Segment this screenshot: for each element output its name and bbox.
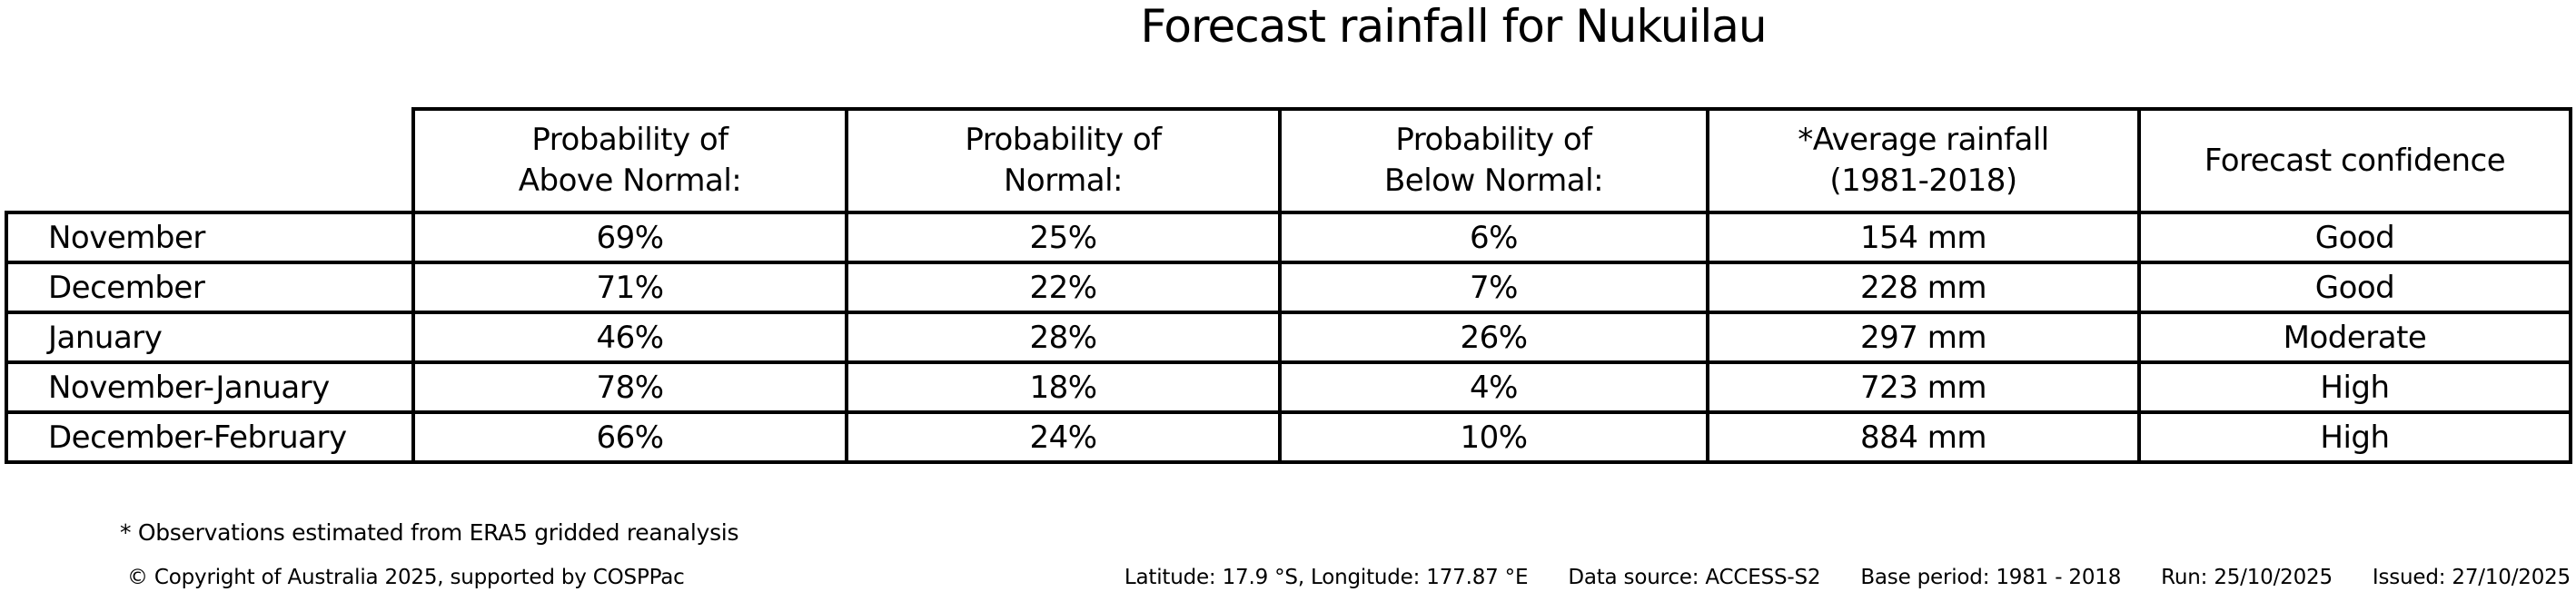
- cell-forecast-confidence: High: [2137, 410, 2572, 464]
- table-row-december: December 71% 22% 7% 228 mm Good: [5, 261, 2572, 314]
- table-row-december-february: December-February 66% 24% 10% 884 mm Hig…: [5, 410, 2572, 464]
- forecast-table: Probability of Above Normal: Probability…: [5, 107, 2572, 464]
- cell-average-rainfall: 297 mm: [1706, 311, 2141, 364]
- header-below-normal: Probability of Below Normal:: [1278, 107, 1709, 214]
- cell-normal: 24%: [845, 410, 1282, 464]
- base-period-text: Base period: 1981 - 2018: [1860, 566, 2122, 589]
- header-average-rainfall: *Average rainfall (1981-2018): [1706, 107, 2141, 214]
- header-empty-cell: [6, 109, 413, 212]
- cell-average-rainfall: 884 mm: [1706, 410, 2141, 464]
- cell-above-normal: 46%: [411, 311, 848, 364]
- cell-forecast-confidence: Good: [2137, 211, 2572, 264]
- location-text: Latitude: 17.9 °S, Longitude: 177.87 °E: [1124, 566, 1529, 589]
- header-normal: Probability of Normal:: [845, 107, 1282, 214]
- table-row-november: November 69% 25% 6% 154 mm Good: [5, 211, 2572, 264]
- cell-average-rainfall: 154 mm: [1706, 211, 2141, 264]
- cell-period: November-January: [5, 360, 415, 414]
- cell-above-normal: 69%: [411, 211, 848, 264]
- cell-above-normal: 66%: [411, 410, 848, 464]
- data-source-text: Data source: ACCESS-S2: [1568, 566, 1821, 589]
- cell-above-normal: 71%: [411, 261, 848, 314]
- cell-below-normal: 6%: [1278, 211, 1709, 264]
- table-row-november-january: November-January 78% 18% 4% 723 mm High: [5, 360, 2572, 414]
- cell-normal: 22%: [845, 261, 1282, 314]
- copyright-text: © Copyright of Australia 2025, supported…: [127, 566, 685, 589]
- cell-normal: 25%: [845, 211, 1282, 264]
- cell-period: November: [5, 211, 415, 264]
- header-above-normal: Probability of Above Normal:: [411, 107, 848, 214]
- header-forecast-confidence: Forecast confidence: [2137, 107, 2572, 214]
- table-row-january: January 46% 28% 26% 297 mm Moderate: [5, 311, 2572, 364]
- cell-normal: 18%: [845, 360, 1282, 414]
- cell-forecast-confidence: High: [2137, 360, 2572, 414]
- page-title: Forecast rainfall for Nukuilau: [1140, 0, 1767, 53]
- footer-info-line: © Copyright of Australia 2025, supported…: [127, 566, 2571, 589]
- cell-normal: 28%: [845, 311, 1282, 364]
- issued-date-text: Issued: 27/10/2025: [2372, 566, 2571, 589]
- cell-average-rainfall: 723 mm: [1706, 360, 2141, 414]
- cell-below-normal: 4%: [1278, 360, 1709, 414]
- observations-footnote: * Observations estimated from ERA5 gridd…: [120, 519, 739, 546]
- cell-period: December: [5, 261, 415, 314]
- cell-forecast-confidence: Good: [2137, 261, 2572, 314]
- cell-below-normal: 7%: [1278, 261, 1709, 314]
- cell-period: January: [5, 311, 415, 364]
- cell-below-normal: 10%: [1278, 410, 1709, 464]
- header-row: Probability of Above Normal: Probability…: [6, 107, 2572, 214]
- run-date-text: Run: 25/10/2025: [2161, 566, 2333, 589]
- cell-period: December-February: [5, 410, 415, 464]
- cell-forecast-confidence: Moderate: [2137, 311, 2572, 364]
- cell-average-rainfall: 228 mm: [1706, 261, 2141, 314]
- cell-below-normal: 26%: [1278, 311, 1709, 364]
- cell-above-normal: 78%: [411, 360, 848, 414]
